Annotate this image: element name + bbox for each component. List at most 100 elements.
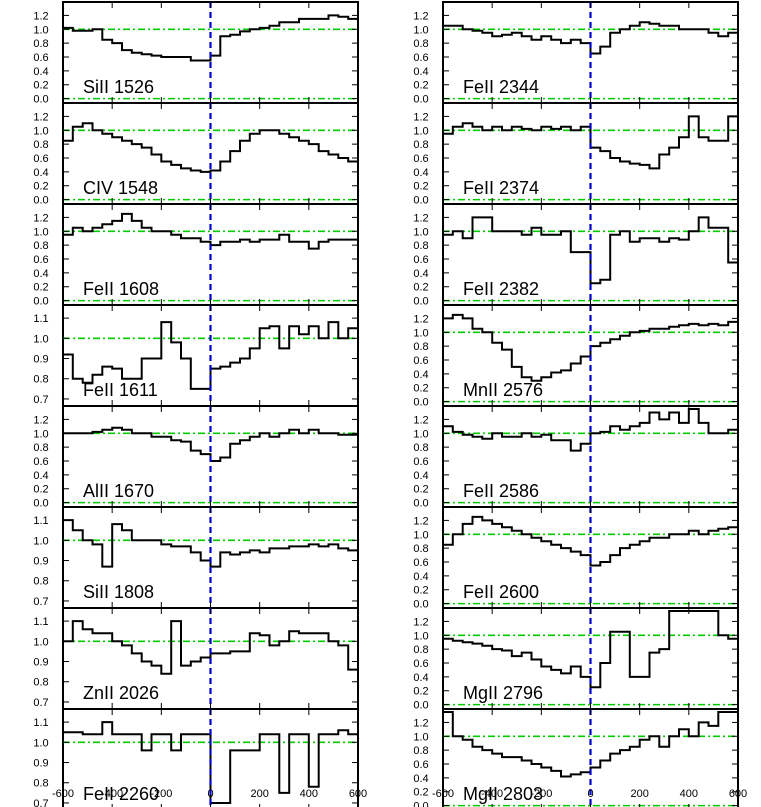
- y-tick-label: 0.4: [413, 66, 428, 78]
- y-tick-label: 0.4: [413, 470, 428, 482]
- y-tick-label: 1.2: [33, 111, 48, 123]
- x-tick-label: 400: [300, 788, 318, 800]
- panel-feii-2344: 1.2 1.0 0.8 0.6 0.4 0.2 0.0 FeII 2344: [413, 1, 739, 106]
- y-tick-label: 0.2: [33, 80, 48, 92]
- y-tick-label: 1.1: [33, 616, 48, 628]
- y-tick-label: 0.8: [413, 139, 428, 151]
- flux-profile: [443, 408, 738, 452]
- y-tick-label: 0.6: [413, 557, 428, 569]
- y-tick-label: 0.0: [413, 397, 428, 409]
- x-tick-label: 400: [680, 788, 698, 800]
- panel-mgii-2803: 1.2 1.0 0.8 0.6 0.4 0.2 0.0 MgII 2803: [413, 708, 739, 807]
- y-tick-label: 0.2: [33, 181, 48, 193]
- panel-label: FeII 2260: [83, 784, 159, 804]
- panel-label: AlII 1670: [83, 481, 154, 501]
- y-tick-label: 0.2: [413, 686, 428, 698]
- x-tick-label: -200: [150, 788, 172, 800]
- y-tick-label: 0.6: [413, 254, 428, 266]
- y-tick-label: 1.0: [413, 24, 428, 36]
- y-tick-label: 0.6: [33, 153, 48, 165]
- y-tick-label: 0.8: [33, 576, 48, 588]
- y-tick-label: 0.2: [33, 484, 48, 496]
- y-tick-label: 0.4: [413, 571, 428, 583]
- y-tick-label: 0.9: [33, 758, 48, 770]
- y-tick-label: 0.2: [413, 282, 428, 294]
- panel-label: FeII 2344: [463, 77, 539, 97]
- y-tick-label: 0.4: [413, 268, 428, 280]
- y-tick-label: 0.0: [413, 94, 428, 106]
- y-tick-label: 0.7: [33, 596, 48, 608]
- flux-profile: [443, 21, 738, 55]
- y-tick-label: 0.2: [413, 80, 428, 92]
- y-tick-label: 1.2: [413, 313, 428, 325]
- y-tick-label: 0.8: [33, 139, 48, 151]
- y-tick-label: 0.4: [413, 672, 428, 684]
- y-tick-label: 0.0: [33, 296, 48, 308]
- panel-label: MnII 2576: [463, 380, 543, 400]
- flux-profile: [63, 426, 358, 462]
- y-tick-label: 0.2: [413, 484, 428, 496]
- y-tick-label: 0.4: [413, 773, 428, 785]
- panel-label: MgII 2803: [463, 784, 543, 804]
- y-tick-label: 1.2: [33, 10, 48, 22]
- y-tick-label: 0.6: [413, 456, 428, 468]
- panel-label: MgII 2796: [463, 683, 543, 703]
- panel-label: CIV 1548: [83, 178, 158, 198]
- y-tick-label: 0.0: [413, 700, 428, 712]
- y-tick-label: 0.2: [413, 787, 428, 799]
- y-tick-label: 1.0: [413, 327, 428, 339]
- y-tick-label: 0.6: [413, 355, 428, 367]
- panel-civ-1548: 1.2 1.0 0.8 0.6 0.4 0.2 0.0 CIV 1548: [33, 102, 359, 207]
- y-tick-label: 0.8: [413, 745, 428, 757]
- y-tick-label: 1.0: [413, 630, 428, 642]
- y-tick-label: 0.6: [413, 52, 428, 64]
- flux-profile: [63, 321, 358, 390]
- y-tick-label: 1.2: [413, 717, 428, 729]
- flux-profile: [63, 122, 358, 173]
- y-tick-label: 1.0: [33, 125, 48, 137]
- y-tick-label: 1.0: [33, 24, 48, 36]
- y-tick-label: 1.2: [413, 515, 428, 527]
- panel-mnii-2576: 1.2 1.0 0.8 0.6 0.4 0.2 0.0 MnII 2576: [413, 304, 739, 409]
- panel-siii-1808: 1.1 1.0 0.9 0.8 0.7 SiII 1808: [33, 506, 359, 609]
- x-tick-label: -200: [530, 788, 552, 800]
- y-tick-label: 0.8: [413, 543, 428, 555]
- x-tick-label: -400: [101, 788, 123, 800]
- y-tick-label: 0.6: [33, 456, 48, 468]
- y-tick-label: 0.0: [413, 599, 428, 611]
- panel-label: FeII 2586: [463, 481, 539, 501]
- y-tick-label: 1.2: [413, 212, 428, 224]
- y-tick-label: 0.4: [413, 167, 428, 179]
- y-tick-label: 0.2: [413, 181, 428, 193]
- panel-label: SiII 1526: [83, 77, 154, 97]
- y-tick-label: 1.0: [413, 125, 428, 137]
- y-tick-label: 1.0: [413, 226, 428, 238]
- y-tick-label: 0.8: [413, 341, 428, 353]
- y-tick-label: 1.0: [413, 731, 428, 743]
- y-tick-label: 1.1: [33, 515, 48, 527]
- y-tick-label: 0.4: [33, 470, 48, 482]
- y-tick-label: 0.2: [33, 282, 48, 294]
- y-tick-label: 0.4: [33, 167, 48, 179]
- flux-profile: [63, 519, 358, 568]
- y-tick-label: 0.8: [33, 778, 48, 790]
- panel-label: SiII 1808: [83, 582, 154, 602]
- flux-profile: [63, 620, 358, 675]
- y-tick-label: 0.7: [33, 394, 48, 406]
- y-tick-label: 1.0: [413, 428, 428, 440]
- y-tick-label: 0.0: [413, 498, 428, 510]
- panel-feii-2382: 1.2 1.0 0.8 0.6 0.4 0.2 0.0 FeII 2382: [413, 203, 739, 308]
- panel-siii-1526: 1.2 1.0 0.8 0.6 0.4 0.2 0.0 SiII 1526: [33, 1, 359, 106]
- x-tick-label: 0: [587, 788, 593, 800]
- y-tick-label: 0.2: [413, 585, 428, 597]
- y-tick-label: 0.8: [33, 677, 48, 689]
- panel-feii-1608: 1.2 1.0 0.8 0.6 0.4 0.2 0.0 FeII 1608: [33, 203, 359, 308]
- y-tick-label: 0.7: [33, 798, 48, 807]
- panel-label: FeII 2374: [463, 178, 539, 198]
- y-tick-label: 1.2: [33, 414, 48, 426]
- y-tick-label: 0.9: [33, 354, 48, 366]
- y-tick-label: 0.4: [33, 268, 48, 280]
- x-tick-label: 200: [250, 788, 268, 800]
- y-tick-label: 0.6: [33, 52, 48, 64]
